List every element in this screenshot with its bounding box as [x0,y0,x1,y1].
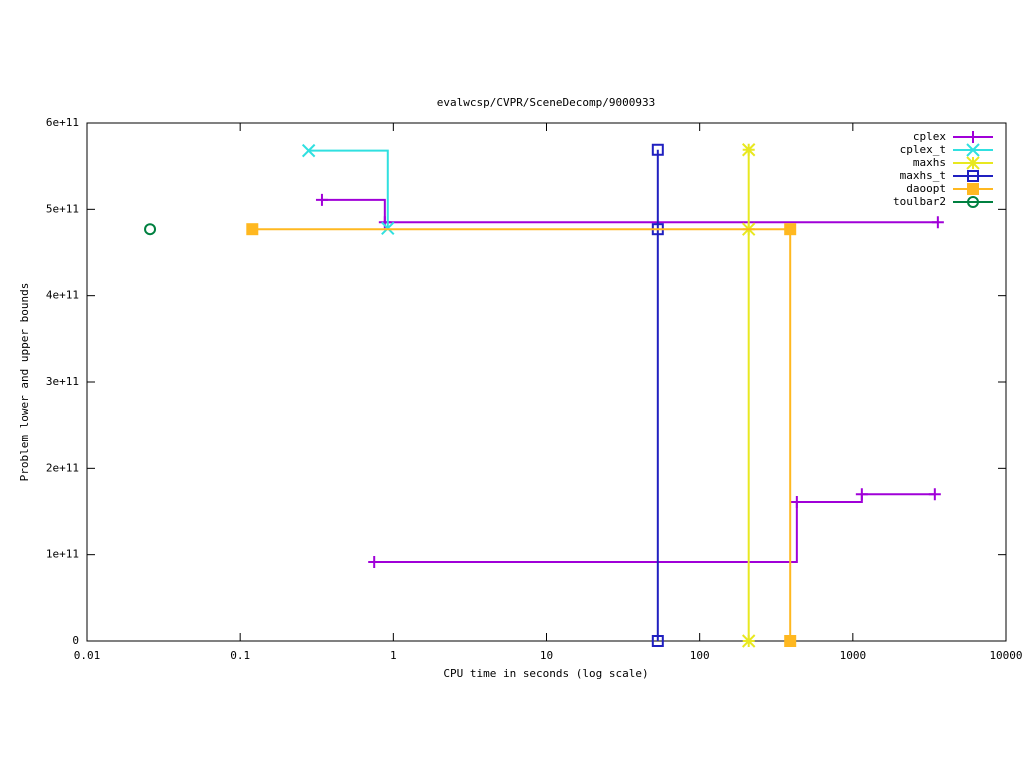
x-tick-label: 1000 [840,649,867,662]
x-tick-label: 0.1 [230,649,250,662]
y-tick-label: 1e+11 [46,548,79,561]
marker [967,170,979,182]
marker [966,143,980,157]
legend-label: daoopt [906,182,946,195]
marker [368,556,381,569]
marker [855,488,868,501]
y-tick-label: 3e+11 [46,375,79,388]
x-tick-label: 100 [690,649,710,662]
marker [967,183,979,195]
series-line [308,149,389,229]
marker [651,143,664,156]
x-tick-label: 0.01 [74,649,101,662]
marker [967,196,979,208]
legend-label: maxhs_t [900,169,946,182]
x-tick-label: 10 [540,649,553,662]
x-tick-label: 10000 [989,649,1022,662]
y-tick-label: 5e+11 [46,202,79,215]
marker [741,634,756,648]
marker [967,131,979,143]
y-tick-label: 6e+11 [46,116,79,129]
y-tick-label: 4e+11 [46,289,79,302]
y-tick-label: 0 [72,634,79,647]
legend-label: maxhs [913,156,946,169]
marker [966,156,980,170]
y-tick-label: 2e+11 [46,461,79,474]
marker [301,143,316,158]
marker [790,496,803,509]
x-axis-label: CPU time in seconds (log scale) [443,667,648,680]
x-tick-label: 1 [390,649,397,662]
marker [784,223,797,236]
marker [784,635,797,647]
legend-label: cplex [913,130,946,143]
marker [315,193,328,206]
marker [246,223,259,236]
series-line [321,198,938,564]
marker [741,143,756,157]
marker [651,635,664,647]
marker [928,488,941,501]
marker [931,216,944,229]
legend-label: cplex_t [900,143,946,156]
y-axis-label: Problem lower and upper bounds [18,283,31,482]
marker [144,223,157,236]
chart-title: evalwcsp/CVPR/SceneDecomp/9000933 [437,96,656,109]
legend-label: toulbar2 [893,195,946,208]
